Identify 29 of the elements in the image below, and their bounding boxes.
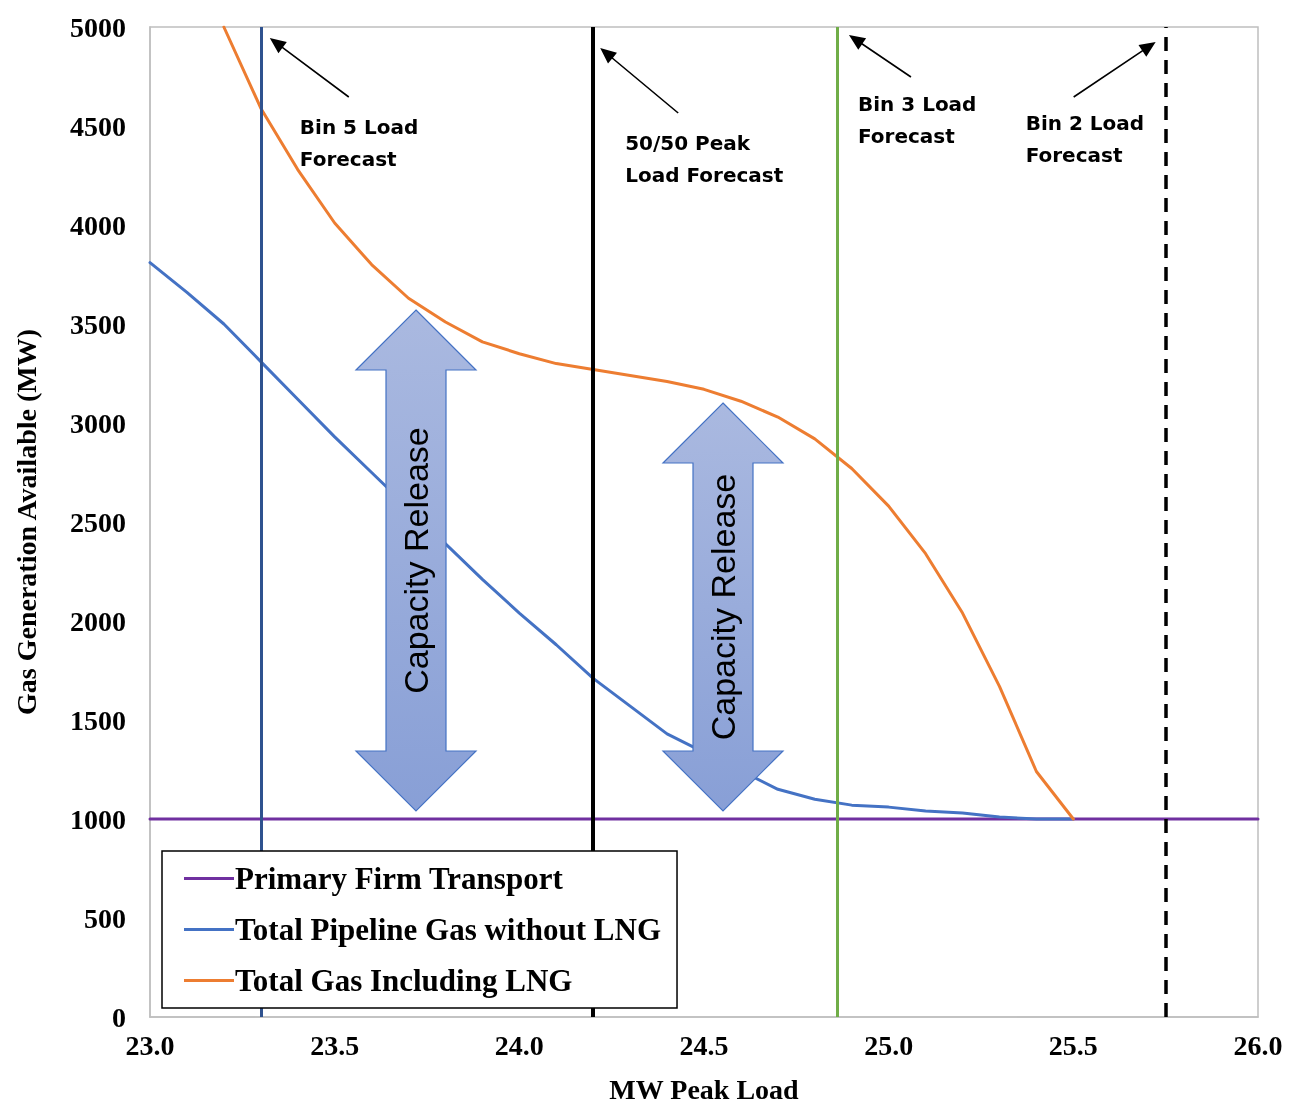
- ref-line-label: Bin 3 Load Forecast: [857, 92, 977, 148]
- annotation: Capacity Release: [704, 473, 742, 741]
- annotation: Capacity Release: [397, 427, 435, 694]
- y-tick-label: 4000: [70, 209, 126, 241]
- y-axis-title: Gas Generation Available (MW): [10, 329, 42, 715]
- x-tick-label: 25.5: [1048, 1029, 1098, 1061]
- x-tick-label: 24.5: [679, 1029, 729, 1061]
- y-tick-label: 1000: [70, 803, 126, 835]
- legend-label: Total Pipeline Gas without LNG: [235, 912, 662, 947]
- y-tick-label: 0: [112, 1001, 126, 1033]
- ref-line-label: Bin 5 Load Forecast: [299, 115, 419, 171]
- y-tick-label: 3000: [70, 407, 126, 439]
- ref-line-label: 50/50 Peak Load Forecast: [625, 131, 784, 187]
- x-tick-label: 25.0: [864, 1029, 914, 1061]
- legend-label: Total Gas Including LNG: [235, 963, 573, 998]
- x-tick-label: 23.0: [125, 1029, 175, 1061]
- x-tick-label: 26.0: [1233, 1029, 1283, 1061]
- x-tick-label: 23.5: [310, 1029, 360, 1061]
- x-tick-label: 24.0: [494, 1029, 544, 1061]
- ref-line-label: Bin 2 Load Forecast: [1025, 111, 1145, 167]
- legend-label: Primary Firm Transport: [235, 861, 564, 896]
- y-tick-label: 2500: [70, 506, 126, 538]
- y-tick-label: 5000: [70, 11, 126, 43]
- y-tick-label: 4500: [70, 110, 126, 142]
- x-axis-title: MW Peak Load: [609, 1073, 800, 1105]
- y-tick-label: 2000: [70, 605, 126, 637]
- y-tick-label: 1500: [70, 704, 126, 736]
- y-tick-label: 3500: [70, 308, 126, 340]
- y-tick-label: 500: [84, 902, 126, 934]
